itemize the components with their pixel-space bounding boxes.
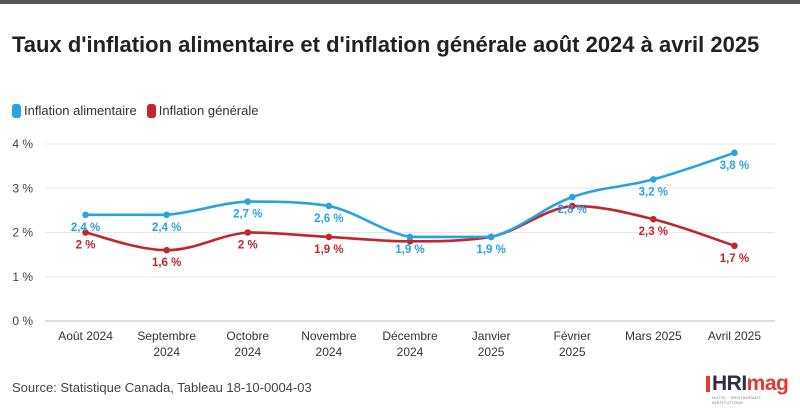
general-point — [82, 229, 89, 236]
chart-title: Taux d'inflation alimentaire et d'inflat… — [12, 32, 760, 57]
food-inflation-line — [84, 151, 736, 239]
legend-label-food: Inflation alimentaire — [24, 103, 137, 118]
food-point — [82, 211, 89, 219]
general-data-label: 2,3 % — [639, 226, 668, 238]
x-tick-label: Septembre 2024 — [137, 329, 196, 359]
food-data-label: 2,8 % — [558, 204, 587, 216]
general-data-label: 2 % — [76, 240, 96, 252]
x-tick-label: Août 2024 — [58, 329, 113, 343]
general-data-label: 1,9 % — [314, 244, 343, 256]
general-data-label: 2 % — [238, 240, 258, 252]
source-note: Source: Statistique Canada, Tableau 18-1… — [12, 380, 312, 395]
food-point — [325, 202, 333, 210]
food-data-label: 2,6 % — [314, 213, 343, 225]
x-tick-label: Février 2025 — [554, 329, 591, 359]
y-tick-label: 4 % — [12, 137, 33, 151]
general-point — [325, 233, 333, 241]
legend-item-food[interactable]: Inflation alimentaire — [12, 103, 137, 118]
logo-accent-bar — [706, 376, 710, 392]
general-point — [163, 246, 170, 254]
food-data-label: 2,4 % — [152, 222, 181, 234]
food-point — [568, 193, 576, 201]
general-point — [731, 242, 738, 250]
general-data-label: 1,6 % — [152, 257, 181, 269]
x-tick-label: Octobre 2024 — [226, 329, 269, 359]
x-tick-label: Décembre 2024 — [382, 329, 438, 359]
line-chart: 0 % 1 % 2 % 3 % 4 % Août 2024 Septembre 2024 Oct… — [12, 137, 775, 359]
food-data-label: 3,2 % — [639, 186, 668, 198]
x-tick-label: Novembre 2024 — [301, 329, 357, 359]
food-data-label: 1,9 % — [395, 244, 424, 256]
food-point — [244, 198, 252, 205]
food-data-label: 3,8 % — [720, 160, 749, 172]
legend-swatch-food — [12, 103, 21, 118]
x-tick-label: Janvier 2025 — [472, 329, 511, 359]
x-tick-label: Avril 2025 — [708, 329, 761, 343]
food-data-label: 2,4 % — [71, 222, 100, 234]
general-point — [244, 229, 252, 236]
legend: Inflation alimentaire Inflation générale — [12, 103, 268, 118]
top-border — [0, 0, 800, 4]
y-tick-label: 1 % — [12, 270, 33, 284]
food-point — [650, 176, 657, 183]
y-tick-label: 2 % — [12, 226, 33, 240]
food-data-label: 1,9 % — [476, 244, 505, 256]
logo-tagline: HOTEL · RESTAURANT · INSTITUTIONS — [712, 395, 764, 405]
food-data-label: 2,7 % — [233, 209, 262, 221]
hrimag-logo: HRImag HOTEL · RESTAURANT · INSTITUTIONS — [706, 372, 792, 405]
general-data-label: 1,7 % — [720, 253, 749, 265]
general-point — [650, 215, 657, 223]
y-tick-label: 3 % — [12, 181, 33, 195]
y-tick-label: 0 % — [12, 314, 33, 328]
food-point — [163, 211, 170, 219]
food-point — [731, 149, 738, 157]
logo-wordmark: HRImag — [712, 372, 789, 395]
general-point — [568, 202, 576, 210]
legend-item-general[interactable]: Inflation générale — [146, 103, 259, 118]
legend-swatch-general — [146, 103, 156, 118]
food-point — [406, 233, 414, 241]
food-point — [487, 233, 495, 241]
legend-label-general: Inflation générale — [158, 103, 259, 118]
x-tick-label: Mars 2025 — [625, 329, 682, 343]
